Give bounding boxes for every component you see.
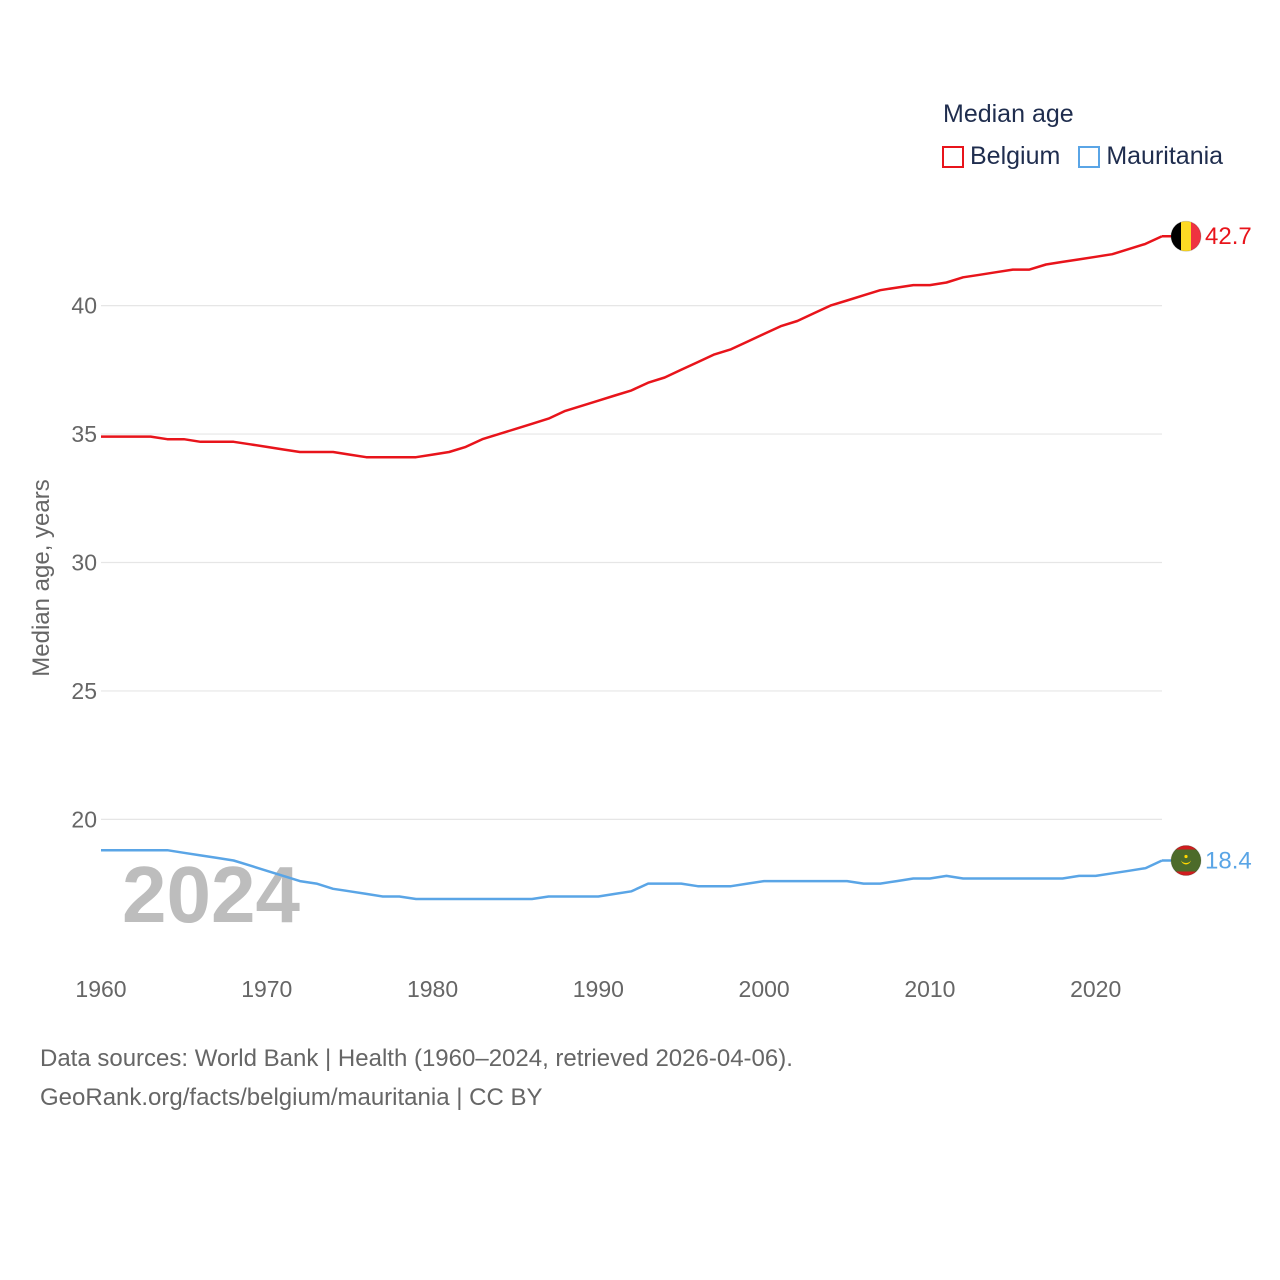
x-tick-label-1990: 1990 xyxy=(573,976,624,1002)
y-tick-label-20: 20 xyxy=(71,806,97,832)
legend-swatch-mauritania xyxy=(1078,145,1101,168)
legend-swatch-belgium xyxy=(942,145,964,168)
source-line-2[interactable]: GeoRank.org/facts/belgium/mauritania | C… xyxy=(40,1084,543,1111)
belgium-flag-icon xyxy=(1170,220,1202,252)
x-tick-label-1980: 1980 xyxy=(407,976,458,1002)
y-tick-label-25: 25 xyxy=(71,678,97,704)
mauritania-flag-icon xyxy=(1170,845,1202,876)
series-line-belgium[interactable] xyxy=(101,235,1163,459)
y-tick-label-30: 30 xyxy=(71,550,97,576)
y-tick-label-40: 40 xyxy=(71,293,97,319)
legend-item-mauritania[interactable]: Mauritania xyxy=(1078,142,1223,171)
x-tick-label-1960: 1960 xyxy=(75,976,126,1002)
end-value-label-mauritania: 18.4 xyxy=(1205,848,1252,875)
legend-title: Median age xyxy=(943,100,1074,128)
series-endpoints: 42.7 18.4 xyxy=(1170,220,1252,876)
grid-lines xyxy=(101,305,1162,820)
y-axis-label: Median age, years xyxy=(28,479,55,677)
source-line-1: Data sources: World Bank | Health (1960–… xyxy=(40,1045,793,1072)
series-lines xyxy=(101,234,1171,901)
legend-label-belgium: Belgium xyxy=(970,142,1061,170)
end-value-label-belgium: 42.7 xyxy=(1205,223,1252,250)
y-axis-ticks: 20 25 30 35 40 xyxy=(71,293,97,833)
x-tick-label-2020: 2020 xyxy=(1070,976,1121,1002)
legend: Belgium Mauritania xyxy=(942,142,1223,171)
y-tick-label-35: 35 xyxy=(71,421,97,447)
legend-item-belgium[interactable]: Belgium xyxy=(942,142,1060,171)
x-axis-ticks: 1960 1970 1980 1990 2000 2010 2020 xyxy=(75,976,1121,1002)
year-overlay: 2024 xyxy=(122,850,300,939)
x-tick-label-1970: 1970 xyxy=(241,976,292,1002)
legend-label-mauritania: Mauritania xyxy=(1106,142,1224,170)
series-line-mauritania[interactable] xyxy=(101,848,1163,901)
x-tick-label-2000: 2000 xyxy=(739,976,790,1002)
x-tick-label-2010: 2010 xyxy=(904,976,955,1002)
